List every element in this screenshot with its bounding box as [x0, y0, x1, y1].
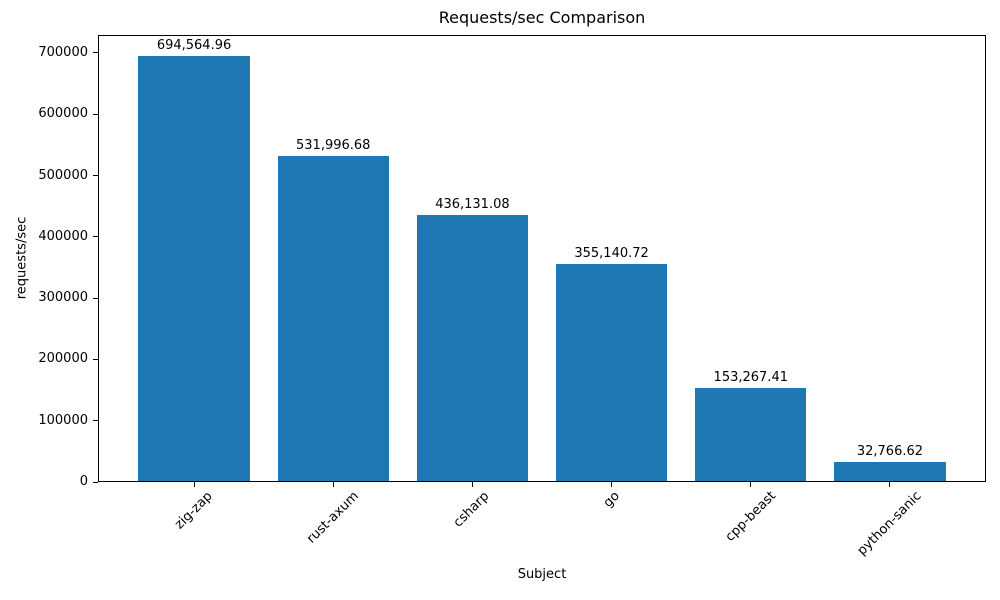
bar	[277, 155, 389, 482]
y-tick-mark	[93, 236, 98, 238]
y-tick-label: 500000	[38, 167, 88, 183]
bar-value-label: 531,996.68	[296, 137, 371, 153]
x-axis-label: Subject	[517, 567, 567, 582]
chart-title: Requests/sec Comparison	[438, 8, 646, 27]
y-tick-mark	[93, 113, 98, 115]
y-tick-mark	[93, 420, 98, 422]
bar-value-label: 153,267.41	[713, 370, 788, 386]
bar-value-label: 355,140.72	[574, 246, 649, 262]
y-tick-label: 0	[79, 474, 88, 489]
x-tick-mark	[750, 482, 752, 487]
x-tick-mark	[471, 482, 473, 487]
y-tick-label: 600000	[38, 106, 88, 122]
x-tick-mark	[332, 482, 334, 487]
x-tick-mark	[889, 482, 891, 487]
y-tick-label: 100000	[38, 412, 88, 428]
x-tick-label: python-sanic	[854, 489, 925, 559]
bar	[416, 214, 529, 482]
x-tick-label: go	[600, 488, 623, 511]
x-tick-mark	[611, 482, 613, 487]
y-tick-mark	[93, 175, 98, 177]
bar	[138, 56, 250, 482]
x-tick-label: cpp-beast	[722, 488, 779, 546]
y-tick-mark	[93, 358, 98, 360]
x-tick-mark	[193, 482, 195, 487]
y-tick-label: 300000	[38, 290, 88, 306]
bar	[834, 461, 946, 482]
bar	[555, 264, 668, 482]
bar-value-label: 32,766.62	[856, 443, 924, 459]
y-tick-label: 400000	[38, 228, 88, 244]
y-tick-label: 700000	[38, 44, 88, 60]
bar	[695, 388, 807, 482]
x-tick-label: csharp	[451, 489, 493, 531]
y-tick-mark	[93, 297, 98, 299]
y-tick-mark	[93, 52, 98, 54]
y-tick-mark	[93, 481, 98, 483]
bar-value-label: 694,564.96	[156, 38, 232, 54]
y-tick-label: 200000	[38, 351, 88, 367]
x-tick-label: zig-zap	[172, 488, 216, 533]
x-tick-label: rust-axum	[303, 489, 362, 547]
bar-value-label: 436,131.08	[435, 196, 510, 212]
